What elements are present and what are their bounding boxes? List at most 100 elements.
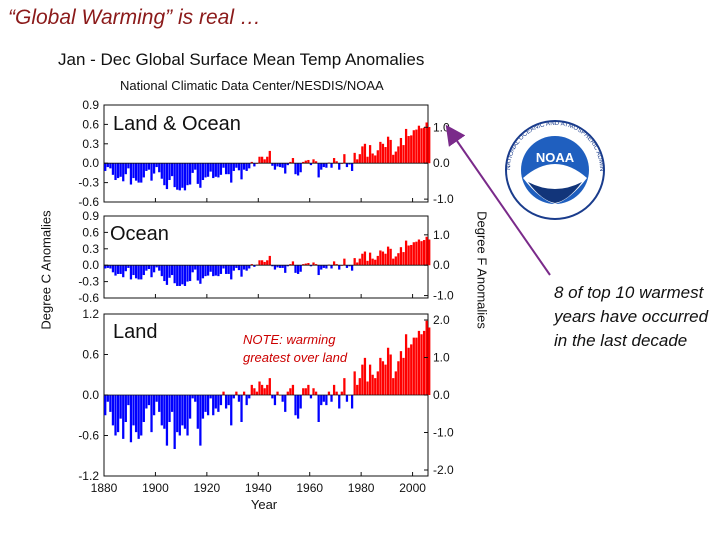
bar-ocean-1996	[402, 252, 405, 266]
y-tick-label: 0.3	[82, 137, 99, 151]
bar-ocean-1954	[294, 265, 297, 273]
bar-land-1913	[188, 395, 192, 419]
panel-label-ocean: Ocean	[110, 223, 169, 245]
bar-land-ocean-1976	[350, 163, 354, 171]
bar-land-ocean-1974	[345, 163, 349, 168]
bar-land-1994	[397, 361, 400, 395]
bar-ocean-1975	[348, 265, 351, 267]
bar-land-ocean-1909	[178, 163, 181, 191]
bar-ocean-1906	[170, 265, 174, 276]
bar-land-1968	[330, 395, 333, 402]
bar-land-ocean-1992	[392, 154, 395, 164]
y-tick-label: 0.0	[82, 156, 99, 170]
bar-land-ocean-1885	[116, 163, 120, 179]
y-tick-label: 0.6	[82, 225, 99, 239]
bar-land-2001	[415, 337, 418, 396]
bar-ocean-2006	[428, 239, 431, 266]
bar-ocean-1955	[296, 265, 300, 274]
bar-land-1964	[320, 395, 323, 406]
bar-ocean-1933	[240, 265, 243, 277]
bar-land-ocean-2004	[422, 127, 426, 164]
bar-land-1929	[230, 395, 233, 426]
bar-ocean-1999	[410, 244, 413, 266]
bar-ocean-1883	[111, 265, 115, 273]
bar-land-1912	[186, 395, 189, 436]
bar-land-1890	[129, 395, 133, 443]
bar-land-ocean-1898	[150, 163, 153, 181]
bar-ocean-1988	[381, 251, 385, 266]
bar-land-1988	[381, 361, 385, 395]
bar-land-ocean-1895	[142, 163, 145, 178]
bar-ocean-1946	[273, 265, 277, 270]
bar-land-1908	[176, 395, 179, 433]
bar-land-ocean-1995	[399, 137, 403, 164]
bar-land-ocean-1927	[224, 163, 228, 175]
bar-ocean-1963	[317, 265, 320, 276]
bar-ocean-1929	[230, 265, 233, 280]
bar-land-1990	[386, 347, 390, 395]
bar-ocean-1880	[104, 265, 107, 269]
bar-land-ocean-1987	[379, 141, 382, 164]
bar-ocean-1945	[271, 265, 274, 267]
bar-ocean-1917	[199, 265, 202, 284]
bar-land-1946	[273, 395, 277, 406]
bar-land-ocean-1978	[356, 159, 359, 164]
bar-land-1982	[366, 381, 369, 395]
bar-land-ocean-1900	[155, 163, 158, 168]
bar-land-ocean-1966	[325, 163, 328, 168]
bar-ocean-1980	[361, 253, 364, 266]
bar-land-ocean-1951	[286, 163, 289, 166]
bar-land-1892	[134, 395, 138, 433]
bar-ocean-1986	[376, 255, 379, 266]
bar-land-ocean-1952	[289, 161, 292, 164]
bar-land-ocean-1958	[304, 160, 307, 164]
bar-land-ocean-1973	[343, 154, 346, 164]
y-tick-label-right: 2.0	[433, 313, 450, 327]
bar-ocean-1973	[343, 258, 346, 266]
bar-ocean-1998	[407, 245, 410, 266]
bar-ocean-1921	[209, 265, 212, 272]
bar-ocean-2000	[412, 242, 415, 266]
bar-land-ocean-1941	[260, 156, 264, 164]
bar-land-1921	[209, 395, 212, 399]
bar-ocean-1968	[330, 265, 333, 269]
bar-ocean-1886	[119, 265, 122, 274]
bar-land-ocean-1946	[273, 163, 277, 170]
bar-land-1987	[379, 357, 382, 396]
bar-ocean-1911	[183, 265, 187, 286]
bar-land-ocean-1956	[299, 163, 302, 173]
bar-land-ocean-2005	[425, 122, 428, 164]
bar-ocean-1907	[173, 265, 176, 284]
bar-ocean-1934	[242, 265, 246, 270]
y-tick-label-right: 1.0	[433, 120, 450, 134]
y-tick-label-right: 1.0	[433, 351, 450, 365]
bar-land-1928	[227, 395, 230, 406]
bar-land-ocean-1892	[134, 163, 138, 181]
y-tick-label-right: -1.0	[433, 289, 454, 303]
bar-land-1884	[114, 395, 117, 436]
bar-land-ocean-1891	[132, 163, 135, 179]
bar-ocean-2001	[415, 241, 418, 266]
bar-land-1944	[268, 378, 271, 396]
bar-land-ocean-1970	[335, 161, 338, 164]
bar-land-ocean-2000	[412, 130, 415, 164]
y-tick-label-right: 1.0	[433, 228, 450, 242]
bar-ocean-1888	[124, 265, 127, 272]
bar-ocean-1991	[389, 248, 392, 266]
chart-title: Jan - Dec Global Surface Mean Temp Anoma…	[58, 50, 425, 69]
bar-land-1943	[266, 384, 269, 396]
bar-ocean-1927	[224, 265, 228, 274]
bar-land-1894	[140, 395, 143, 436]
bar-ocean-1984	[371, 258, 374, 266]
bar-land-ocean-1930	[232, 163, 235, 171]
bar-land-1958	[304, 388, 307, 395]
y-tick-label: 0.0	[82, 258, 99, 272]
bar-land-1951	[286, 391, 289, 396]
bar-land-ocean-1983	[368, 145, 372, 164]
bar-land-ocean-1917	[199, 163, 202, 188]
panel-land-ocean: 0.9 0.6 0.3 0.0 -0.3 -0.6 1.0 0.0 -1.0	[78, 98, 454, 209]
bar-land-ocean-1988	[381, 143, 385, 164]
bar-land-1993	[394, 371, 397, 396]
bar-land-ocean-1942	[263, 159, 266, 164]
bar-ocean-1891	[132, 265, 135, 276]
